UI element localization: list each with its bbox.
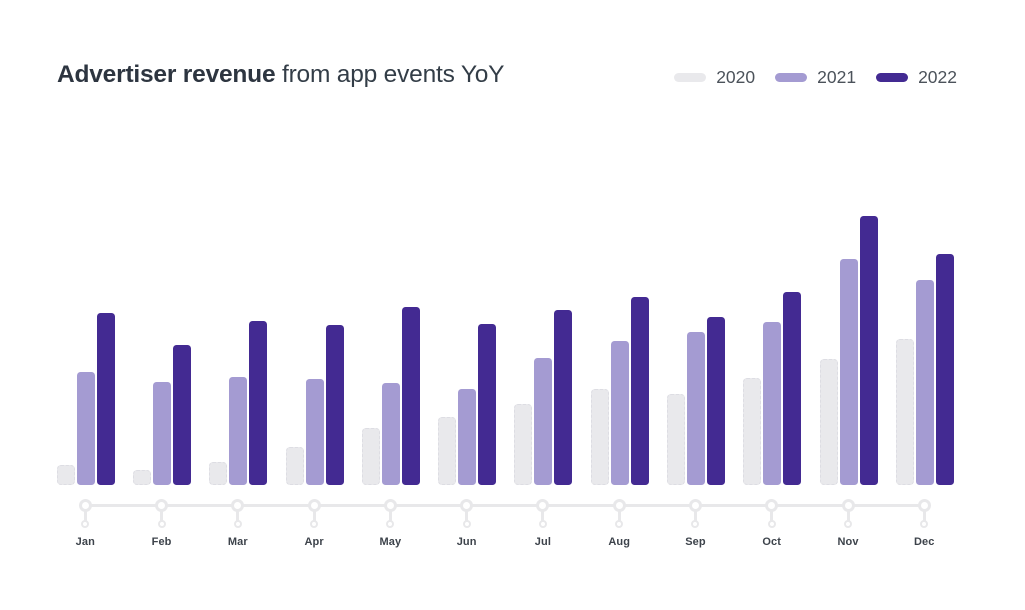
page-title-bold: Advertiser revenue bbox=[57, 61, 276, 88]
timeline-node-dot-jun bbox=[462, 520, 471, 528]
bar-2021-mar[interactable] bbox=[229, 377, 248, 485]
timeline-node-stem bbox=[236, 510, 240, 522]
timeline-node-ring-apr bbox=[307, 499, 321, 512]
bar-2022-aug[interactable] bbox=[630, 297, 649, 485]
bar-2021-sep[interactable] bbox=[686, 332, 705, 485]
timeline-node-ring-jan bbox=[78, 499, 92, 512]
timeline-node-dot-jul bbox=[538, 520, 547, 528]
bar-2022-may[interactable] bbox=[401, 307, 420, 485]
timeline-node-stem bbox=[770, 510, 774, 522]
month-label-jan: Jan bbox=[75, 536, 95, 548]
bar-2022-sep[interactable] bbox=[706, 317, 725, 485]
timeline-node-ring-jul bbox=[536, 499, 550, 512]
timeline-node-ring-aug bbox=[612, 499, 626, 512]
timeline-node-stem bbox=[312, 510, 316, 522]
legend-label: 2021 bbox=[817, 66, 857, 87]
timeline-node-stem bbox=[465, 510, 469, 522]
month-label-jul: Jul bbox=[534, 536, 551, 548]
chart-legend: 2020 2021 2022 bbox=[674, 66, 957, 88]
legend-swatch-2022 bbox=[876, 72, 909, 82]
month-label-sep: Sep bbox=[685, 536, 706, 548]
timeline-node-dot-sep bbox=[691, 520, 700, 528]
timeline-node-ring-mar bbox=[231, 499, 245, 512]
timeline-node-dot-oct bbox=[767, 520, 776, 528]
timeline-node-ring-may bbox=[383, 499, 397, 512]
bar-2020-sep[interactable] bbox=[666, 394, 685, 485]
timeline-node-ring-dec bbox=[917, 499, 931, 512]
month-label-mar: Mar bbox=[227, 536, 248, 548]
bar-2020-jul[interactable] bbox=[514, 404, 533, 485]
timeline-node-stem bbox=[617, 510, 621, 522]
bar-2020-dec[interactable] bbox=[895, 339, 914, 485]
month-label-apr: Apr bbox=[304, 536, 324, 548]
month-label-feb: Feb bbox=[151, 536, 172, 548]
bar-2021-jul[interactable] bbox=[534, 358, 553, 485]
bar-2020-oct[interactable] bbox=[743, 378, 762, 485]
bar-2021-feb[interactable] bbox=[153, 382, 172, 485]
bar-2020-jan[interactable] bbox=[56, 465, 75, 485]
timeline-node-dot-apr bbox=[310, 520, 319, 528]
page-title: Advertiser revenue from app events YoY bbox=[57, 59, 504, 91]
timeline-node-stem bbox=[160, 510, 164, 522]
bar-2022-apr[interactable] bbox=[325, 325, 344, 485]
bar-2020-mar[interactable] bbox=[209, 462, 228, 485]
timeline-node-ring-jun bbox=[460, 499, 474, 512]
timeline-node-dot-dec bbox=[920, 520, 929, 528]
bar-2020-jun[interactable] bbox=[438, 417, 457, 485]
timeline-node-stem bbox=[693, 510, 697, 522]
legend-item-2022[interactable]: 2022 bbox=[876, 67, 957, 88]
bar-2022-feb[interactable] bbox=[173, 345, 192, 485]
timeline-node-stem bbox=[83, 510, 87, 522]
bar-2022-jul[interactable] bbox=[554, 310, 573, 485]
bar-2021-jan[interactable] bbox=[76, 372, 95, 485]
timeline-node-ring-nov bbox=[841, 499, 855, 512]
bar-2022-nov[interactable] bbox=[859, 216, 878, 485]
legend-item-2020[interactable]: 2020 bbox=[674, 67, 755, 88]
month-label-jun: Jun bbox=[456, 536, 477, 548]
bar-2021-apr[interactable] bbox=[305, 379, 324, 485]
bar-2020-aug[interactable] bbox=[590, 389, 609, 485]
month-label-may: May bbox=[379, 536, 402, 548]
bar-2021-aug[interactable] bbox=[610, 341, 629, 485]
timeline-node-stem bbox=[388, 510, 392, 522]
bar-2022-oct[interactable] bbox=[783, 292, 802, 485]
legend-item-2021[interactable]: 2021 bbox=[775, 67, 856, 88]
bar-2022-jun[interactable] bbox=[478, 324, 497, 485]
timeline-node-dot-feb bbox=[157, 520, 166, 528]
bar-2022-jan[interactable] bbox=[96, 313, 115, 485]
bar-2021-oct[interactable] bbox=[763, 322, 782, 485]
bar-2020-nov[interactable] bbox=[819, 359, 838, 485]
bar-2020-may[interactable] bbox=[361, 428, 380, 485]
legend-swatch-2021 bbox=[775, 72, 808, 82]
bar-2020-feb[interactable] bbox=[133, 470, 152, 485]
bar-2022-dec[interactable] bbox=[935, 254, 954, 485]
bar-2021-may[interactable] bbox=[381, 383, 400, 485]
timeline-node-dot-jan bbox=[81, 520, 90, 528]
timeline-node-stem bbox=[846, 510, 850, 522]
timeline-node-dot-nov bbox=[844, 520, 852, 528]
legend-label: 2022 bbox=[918, 66, 957, 87]
timeline-node-dot-mar bbox=[233, 520, 242, 528]
timeline-node-ring-sep bbox=[688, 499, 702, 512]
bar-2021-dec[interactable] bbox=[915, 280, 934, 485]
timeline-node-dot-may bbox=[386, 520, 395, 528]
bar-2021-jun[interactable] bbox=[458, 389, 477, 485]
timeline-node-ring-feb bbox=[155, 499, 169, 512]
legend-swatch-2020 bbox=[674, 72, 707, 82]
timeline-node-stem bbox=[541, 510, 545, 522]
timeline-axis-line bbox=[85, 504, 925, 507]
bar-2022-mar[interactable] bbox=[249, 321, 268, 485]
bar-2020-apr[interactable] bbox=[285, 447, 304, 485]
month-label-dec: Dec bbox=[914, 536, 935, 548]
month-label-oct: Oct bbox=[762, 536, 782, 548]
timeline-node-dot-aug bbox=[615, 520, 624, 528]
timeline-node-ring-oct bbox=[765, 499, 779, 512]
month-label-aug: Aug bbox=[608, 536, 631, 548]
timeline-node-stem bbox=[922, 510, 926, 522]
page-title-regular: from app events YoY bbox=[281, 61, 505, 88]
legend-label: 2020 bbox=[716, 66, 756, 87]
bar-2021-nov[interactable] bbox=[839, 259, 858, 485]
month-label-nov: Nov bbox=[837, 536, 859, 548]
